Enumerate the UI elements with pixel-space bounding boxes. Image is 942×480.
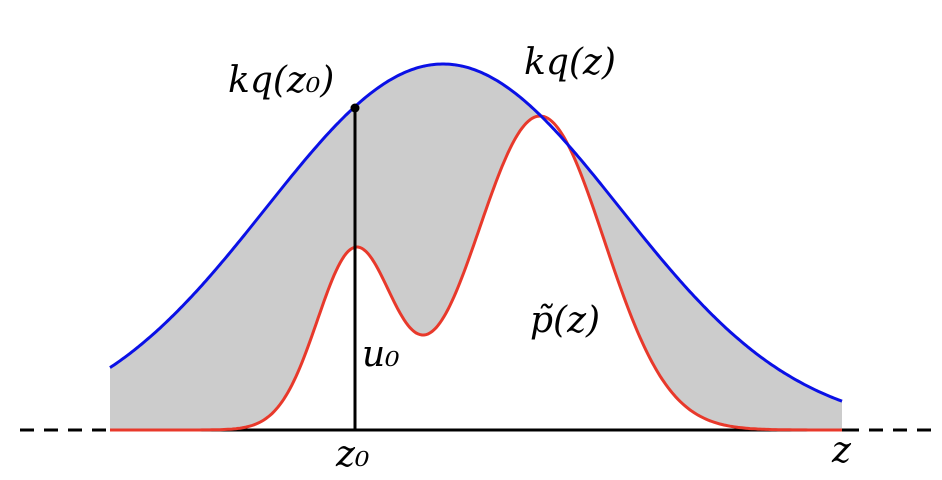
label-p-tilde: p̃(z) bbox=[530, 300, 600, 341]
label-z0: z₀ bbox=[335, 434, 369, 475]
label-kq-z0: kq(z₀) bbox=[228, 60, 334, 101]
envelope-curve bbox=[109, 62, 843, 403]
label-kq-z: kq(z) bbox=[524, 42, 616, 83]
label-u0: u₀ bbox=[362, 334, 400, 375]
target-curve bbox=[110, 114, 842, 432]
target-area bbox=[110, 116, 842, 430]
sample-point bbox=[350, 103, 360, 113]
label-z: z bbox=[831, 430, 852, 471]
